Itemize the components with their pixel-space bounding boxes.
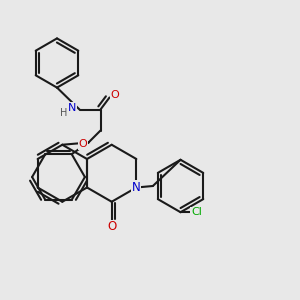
Text: Cl: Cl: [191, 207, 202, 217]
Text: O: O: [110, 90, 119, 100]
Text: N: N: [68, 103, 76, 113]
Text: O: O: [79, 139, 88, 149]
Text: O: O: [107, 220, 116, 233]
Text: N: N: [132, 181, 141, 194]
Text: H: H: [60, 107, 68, 118]
